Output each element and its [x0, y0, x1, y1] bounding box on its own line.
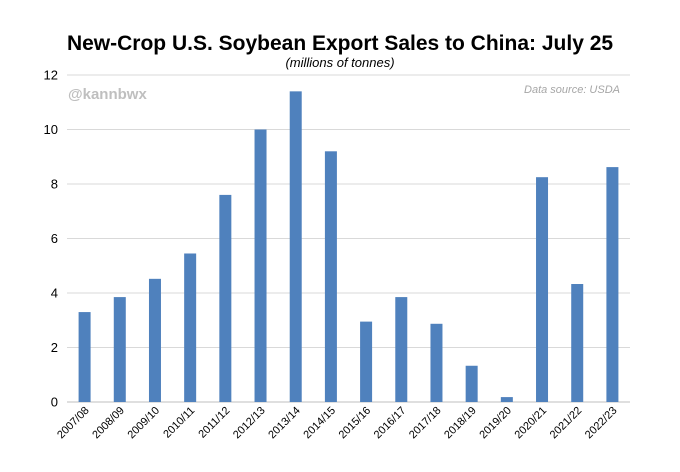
y-tick-label: 2	[51, 340, 58, 355]
bar	[184, 253, 197, 402]
chart-title: New-Crop U.S. Soybean Export Sales to Ch…	[66, 32, 614, 55]
bar	[430, 323, 443, 402]
bar	[536, 177, 549, 402]
chart-subtitle: (millions of tonnes)	[285, 55, 395, 70]
bar	[148, 278, 161, 402]
x-tick-label: 2007/08	[55, 405, 92, 442]
x-tick-label: 2011/12	[196, 405, 232, 441]
x-tick-label: 2010/11	[161, 405, 197, 441]
bar	[219, 194, 232, 402]
x-tick-label: 2022/23	[583, 405, 620, 442]
bar	[571, 284, 584, 402]
x-tick-label: 2009/10	[125, 405, 162, 442]
bar	[395, 297, 408, 402]
x-tick-label: 2019/20	[477, 405, 514, 442]
bar	[606, 167, 619, 402]
bar	[324, 151, 337, 402]
x-tick-label: 2008/09	[90, 405, 127, 442]
bar	[78, 312, 91, 402]
x-tick-label: 2016/17	[372, 405, 409, 442]
x-tick-label: 2015/16	[337, 405, 374, 442]
y-tick-label: 12	[44, 68, 58, 83]
bar	[254, 129, 267, 402]
y-tick-label: 8	[51, 177, 58, 192]
y-tick-label: 6	[51, 231, 58, 246]
data-source-note: Data source: USDA	[524, 84, 620, 96]
bar	[465, 365, 478, 402]
x-tick-label: 2013/14	[266, 405, 303, 442]
bar	[500, 397, 513, 402]
x-tick-label: 2017/18	[407, 405, 444, 442]
y-axis-tick-labels: 0 2 4 6 8 10 12	[44, 68, 58, 410]
y-tick-label: 10	[44, 122, 58, 137]
y-tick-label: 4	[51, 286, 58, 301]
bars	[78, 91, 619, 402]
bar	[289, 91, 302, 402]
x-tick-label: 2020/21	[513, 405, 550, 442]
x-tick-label: 2014/15	[301, 405, 338, 442]
bar	[113, 297, 126, 402]
x-tick-label: 2018/19	[442, 405, 479, 442]
x-tick-label: 2012/13	[231, 405, 268, 442]
bar	[360, 321, 373, 402]
watermark-label: @kannbwx	[68, 86, 147, 103]
y-tick-label: 0	[51, 395, 58, 410]
x-tick-label: 2021/22	[548, 405, 585, 442]
